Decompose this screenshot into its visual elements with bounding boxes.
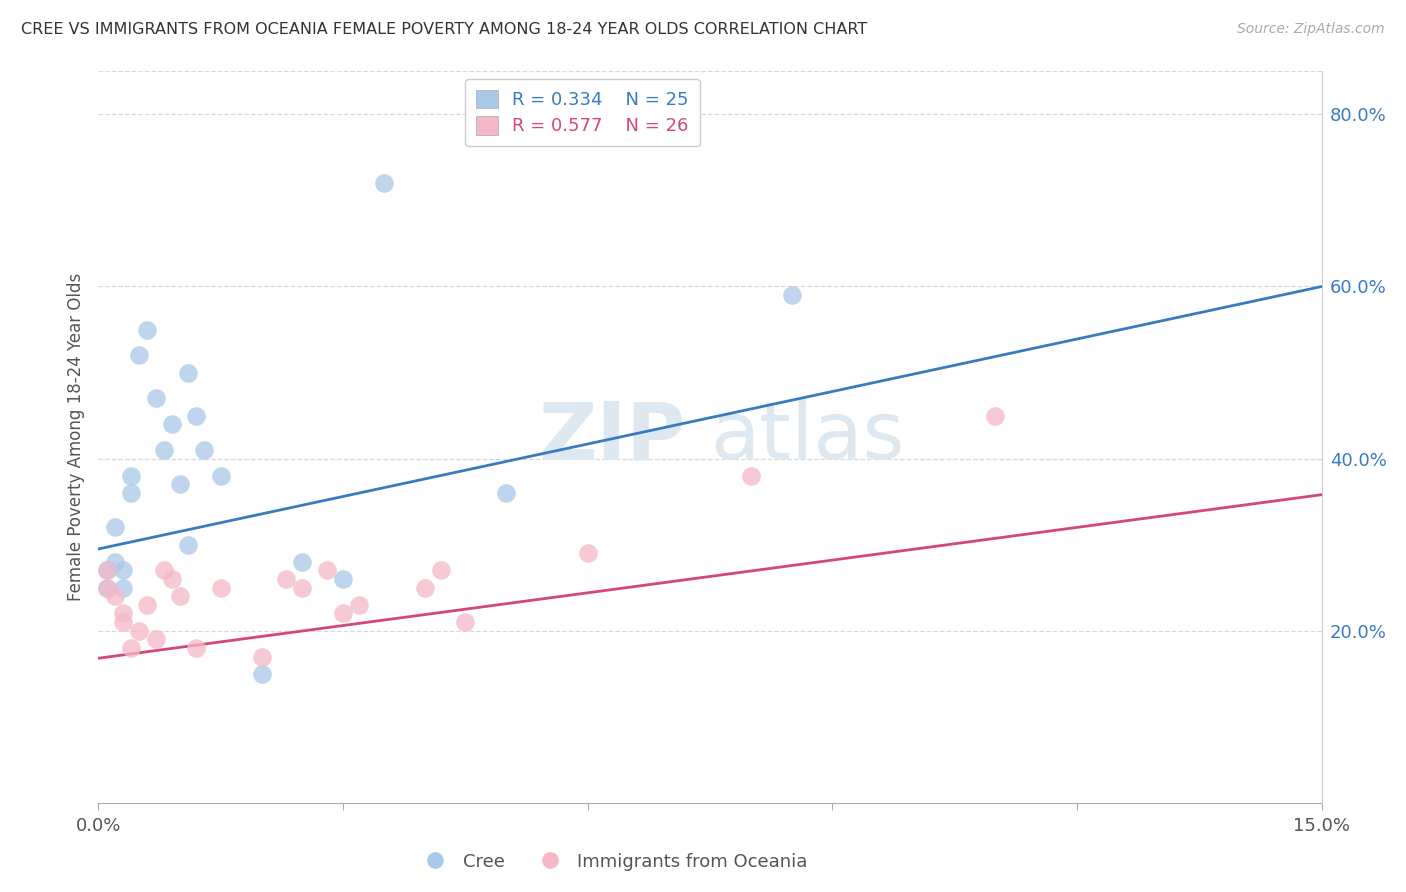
Point <box>111 615 134 629</box>
Point <box>186 409 208 423</box>
Point <box>315 564 337 578</box>
Point <box>430 564 453 578</box>
Point <box>454 615 477 629</box>
Point <box>120 468 142 483</box>
Point <box>250 649 273 664</box>
Point <box>152 564 174 578</box>
Point <box>145 632 167 647</box>
Text: Source: ZipAtlas.com: Source: ZipAtlas.com <box>1237 22 1385 37</box>
Point <box>209 468 232 483</box>
Point <box>169 589 191 603</box>
Point <box>177 366 200 380</box>
Point <box>291 555 314 569</box>
Point <box>96 581 118 595</box>
Point <box>145 392 167 406</box>
Point <box>104 520 127 534</box>
Point <box>186 640 208 655</box>
Point <box>169 477 191 491</box>
Point <box>160 417 183 432</box>
Point <box>576 546 599 560</box>
Text: CREE VS IMMIGRANTS FROM OCEANIA FEMALE POVERTY AMONG 18-24 YEAR OLDS CORRELATION: CREE VS IMMIGRANTS FROM OCEANIA FEMALE P… <box>21 22 868 37</box>
Point <box>274 572 297 586</box>
Point <box>120 640 142 655</box>
Point <box>291 581 314 595</box>
Point <box>495 486 517 500</box>
Text: atlas: atlas <box>710 398 904 476</box>
Point <box>740 468 762 483</box>
Point <box>96 581 118 595</box>
Point <box>413 581 436 595</box>
Point <box>111 581 134 595</box>
Text: ZIP: ZIP <box>538 398 686 476</box>
Point <box>332 572 354 586</box>
Point <box>177 538 200 552</box>
Point <box>209 581 232 595</box>
Point <box>250 666 273 681</box>
Legend: Cree, Immigrants from Oceania: Cree, Immigrants from Oceania <box>411 846 814 878</box>
Point <box>96 564 118 578</box>
Point <box>120 486 142 500</box>
Point <box>96 564 118 578</box>
Point <box>111 564 134 578</box>
Point <box>332 607 354 621</box>
Point <box>111 607 134 621</box>
Point <box>193 442 215 457</box>
Point <box>984 409 1007 423</box>
Point <box>160 572 183 586</box>
Point <box>128 348 150 362</box>
Point <box>373 176 395 190</box>
Point <box>349 598 371 612</box>
Point <box>780 288 803 302</box>
Point <box>136 322 159 336</box>
Point <box>104 555 127 569</box>
Point <box>136 598 159 612</box>
Y-axis label: Female Poverty Among 18-24 Year Olds: Female Poverty Among 18-24 Year Olds <box>66 273 84 601</box>
Point <box>104 589 127 603</box>
Point <box>128 624 150 638</box>
Point <box>152 442 174 457</box>
